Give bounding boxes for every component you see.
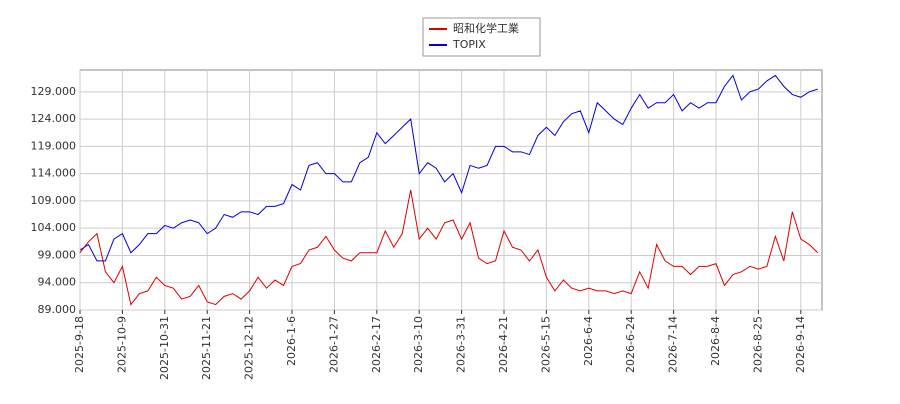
legend — [422, 17, 541, 57]
x-tick-label: 2026-6-4 — [582, 316, 595, 366]
y-tick-label: 119.000 — [31, 139, 77, 152]
x-tick-label: 2026-7-14 — [667, 316, 680, 373]
y-tick-label: 94.000 — [38, 276, 77, 289]
x-tick-label: 2025-11-21 — [200, 316, 213, 380]
y-tick-label: 89.000 — [38, 303, 77, 316]
x-tick-label: 2025-12-12 — [243, 316, 256, 380]
x-tick-label: 2026-5-15 — [539, 316, 552, 373]
y-tick-label: 129.000 — [31, 85, 77, 98]
y-tick-label: 114.000 — [31, 167, 77, 180]
x-tick-label: 2026-1-6 — [285, 316, 298, 366]
line-series — [79, 74, 818, 262]
x-tick-label: 2026-8-25 — [751, 316, 764, 373]
x-tick-label: 2026-1-27 — [327, 316, 340, 373]
legend-label: TOPIX — [452, 38, 486, 51]
y-tick-label: 104.000 — [31, 221, 77, 234]
plot-area — [79, 69, 823, 311]
x-tick-label: 2025-9-18 — [73, 316, 86, 373]
x-tick-label: 2026-3-31 — [455, 316, 468, 373]
x-tick-label: 2026-4-21 — [497, 316, 510, 373]
x-tick-label: 2026-3-10 — [412, 316, 425, 373]
x-tick-label: 2026-2-17 — [370, 316, 383, 373]
y-tick-label: 109.000 — [31, 194, 77, 207]
y-tick-label: 124.000 — [31, 112, 77, 125]
x-tick-label: 2025-10-9 — [115, 316, 128, 373]
line-series — [79, 189, 819, 306]
legend-label: 昭和化学工業 — [453, 21, 519, 35]
x-tick-label: 2026-6-24 — [624, 316, 637, 373]
x-tick-label: 2025-10-31 — [158, 316, 171, 380]
y-tick-label: 99.000 — [38, 248, 77, 261]
x-tick-label: 2026-8-4 — [709, 316, 722, 366]
x-tick-label: 2026-9-14 — [794, 316, 807, 373]
